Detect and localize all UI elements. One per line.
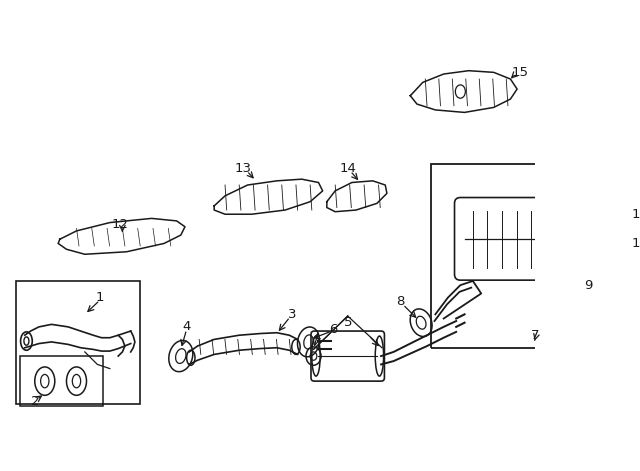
Bar — [17, 281, 140, 405]
Text: 11: 11 — [631, 237, 640, 250]
Text: 6: 6 — [330, 323, 338, 336]
Text: 13: 13 — [235, 162, 252, 175]
Bar — [20, 356, 103, 406]
Text: 12: 12 — [111, 218, 129, 231]
Text: 1: 1 — [95, 291, 104, 304]
Bar — [431, 164, 640, 348]
Text: 3: 3 — [287, 308, 296, 321]
Text: 10: 10 — [631, 208, 640, 221]
Text: 15: 15 — [512, 66, 529, 79]
Text: 4: 4 — [182, 320, 191, 333]
Text: 8: 8 — [396, 295, 404, 309]
Text: 14: 14 — [339, 162, 356, 175]
Text: 7: 7 — [531, 329, 540, 342]
Text: 5: 5 — [344, 316, 352, 329]
Text: 9: 9 — [584, 279, 592, 292]
Text: 2: 2 — [31, 396, 39, 408]
